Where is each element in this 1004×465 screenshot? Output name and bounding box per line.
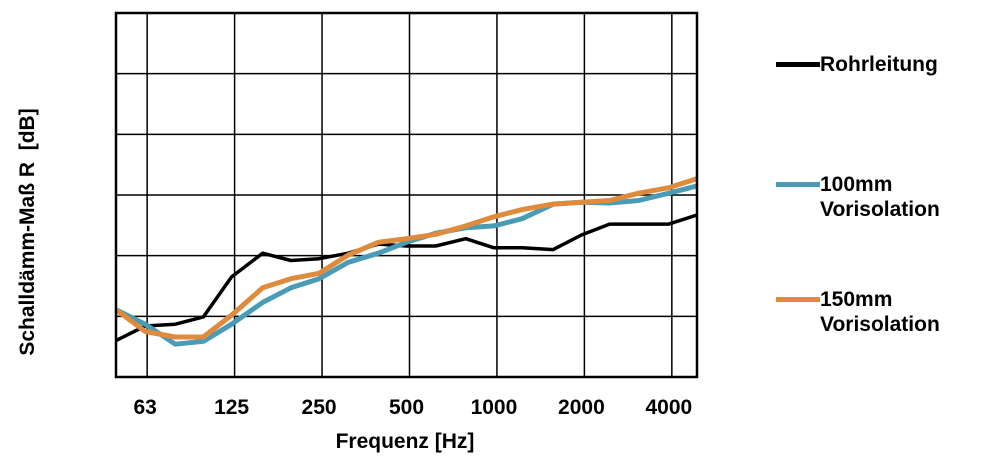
x-tick-label: 250 xyxy=(302,396,337,419)
grid-lines xyxy=(116,13,697,377)
legend-item-150mm: 150mm Vorisolation xyxy=(776,287,940,337)
y-axis-label: Schalldämm-Maß R [dB] xyxy=(16,108,39,355)
legend-swatch-150mm xyxy=(776,297,820,302)
series-lines xyxy=(114,176,698,347)
x-tick-label: 63 xyxy=(133,396,156,419)
legend-item-rohrleitung: Rohrleitung xyxy=(776,52,938,77)
legend-label-100mm: 100mm Vorisolation xyxy=(820,173,940,221)
x-tick-label: 4000 xyxy=(645,396,692,419)
legend-item-100mm: 100mm Vorisolation xyxy=(776,172,940,222)
legend-label-150mm: 150mm Vorisolation xyxy=(820,288,940,336)
legend-swatch-rohrleitung xyxy=(776,62,820,67)
series-line-rohrleitung xyxy=(115,213,698,343)
plot-frame xyxy=(114,11,699,379)
x-tick-label: 1000 xyxy=(471,396,518,419)
x-tick-label: 500 xyxy=(389,396,424,419)
x-tick-label: 2000 xyxy=(558,396,605,419)
series-line-150mm-vorisolation xyxy=(114,176,698,340)
legend-swatch-100mm xyxy=(776,182,820,187)
series-line-100mm-vorisolation xyxy=(114,183,698,347)
x-tick-label: 125 xyxy=(214,396,249,419)
x-tick-labels: 63 125 250 500 1000 2000 4000 xyxy=(133,396,692,419)
x-axis-label: Frequenz [Hz] xyxy=(336,430,475,453)
legend-label-rohrleitung: Rohrleitung xyxy=(820,53,938,76)
